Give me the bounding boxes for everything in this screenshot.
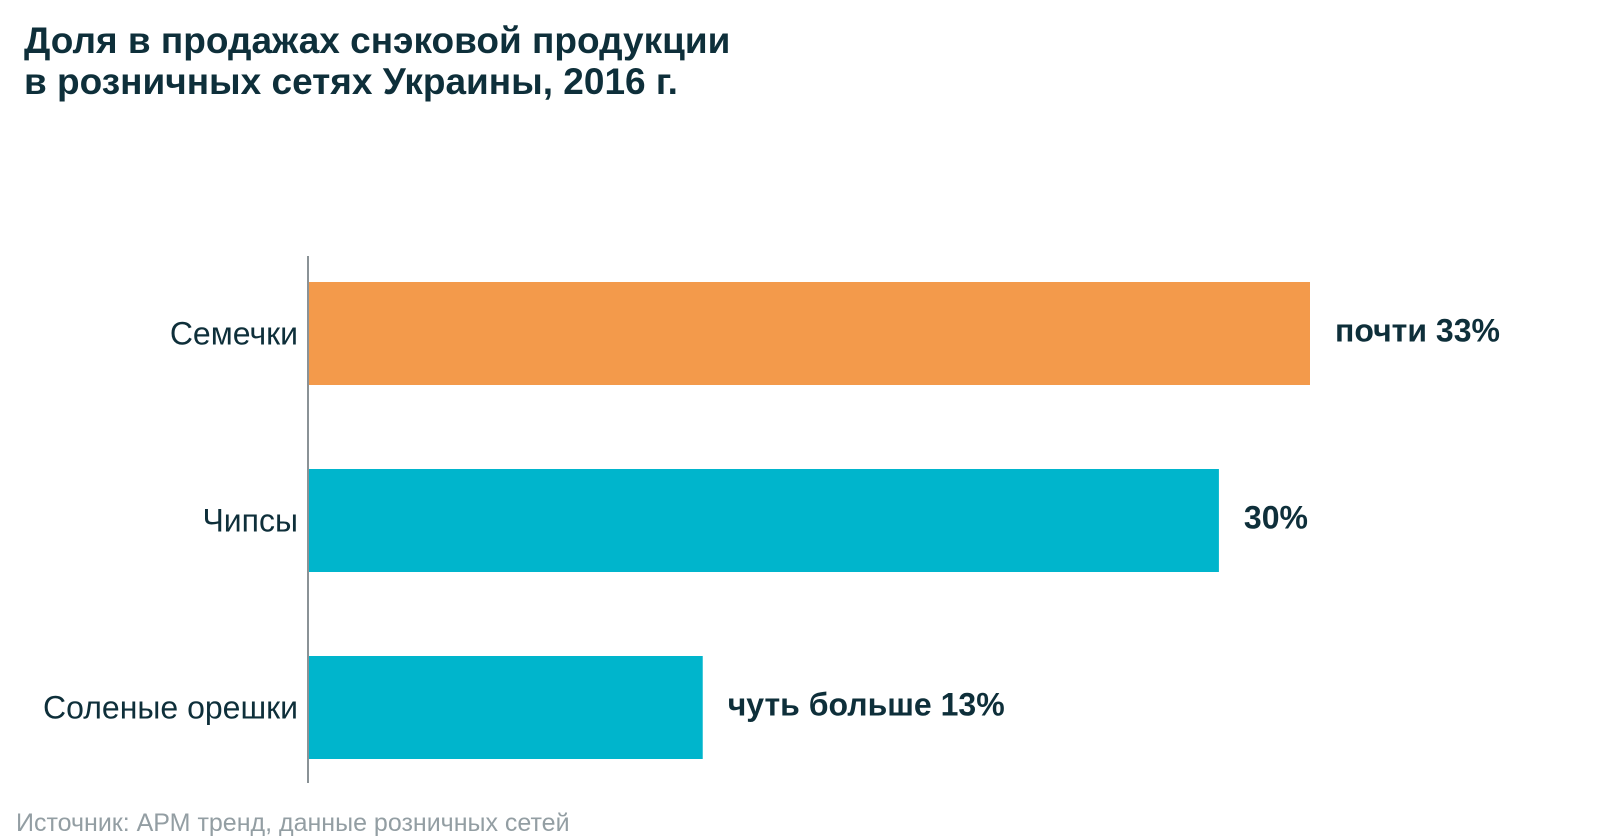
category-label-2: Чипсы	[202, 503, 298, 539]
chart-title: Доля в продажах снэковой продукции в роз…	[24, 20, 730, 102]
bar-1	[308, 282, 1310, 385]
chart-title-line-2: в розничных сетях Украины, 2016 г.	[24, 61, 678, 102]
category-label-3: Соленые орешки	[43, 690, 298, 726]
bar-2	[308, 469, 1219, 572]
chart-title-line-1: Доля в продажах снэковой продукции	[24, 20, 731, 61]
data-label-1: почти 33%	[1335, 313, 1500, 349]
data-label-2: 30%	[1244, 500, 1308, 536]
chart-source: Источник: АРМ тренд, данные розничных се…	[16, 809, 570, 837]
bar-3	[308, 656, 703, 759]
category-label-1: Семечки	[170, 316, 298, 352]
data-label-3: чуть больше 13%	[728, 687, 1005, 723]
